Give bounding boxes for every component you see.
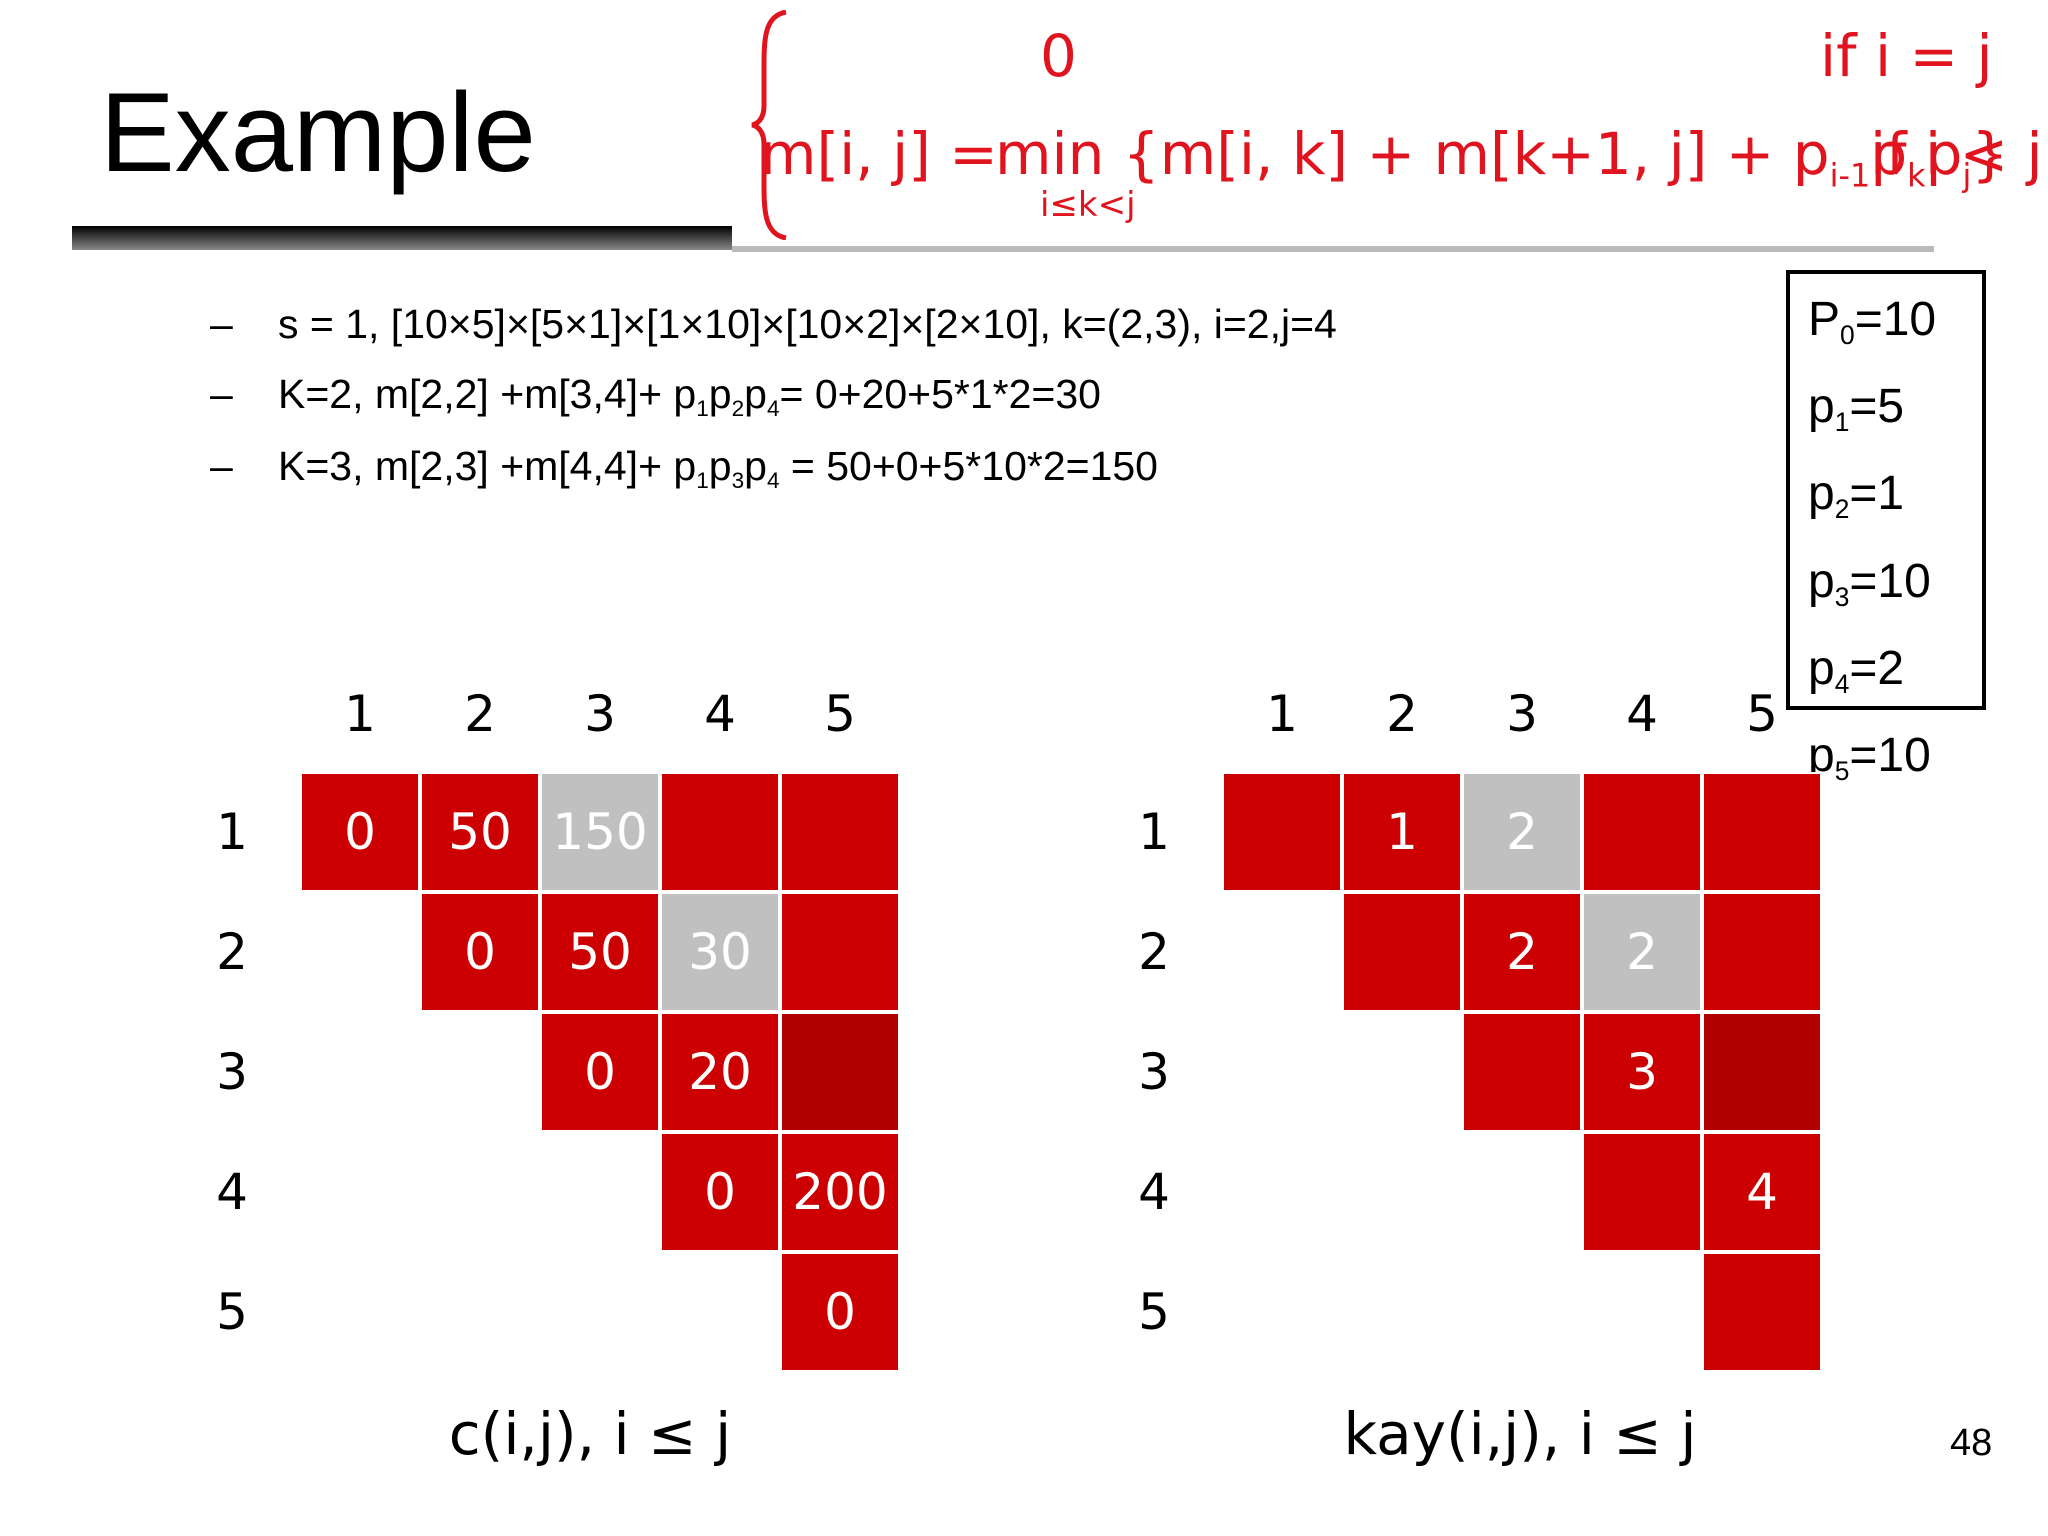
- kay-cell: 2: [1582, 892, 1702, 1012]
- kay-cell: [1702, 1012, 1822, 1132]
- kay-cell: [1702, 772, 1822, 892]
- kay-cell: 2: [1462, 772, 1582, 892]
- case2-range: i≤k<j: [1040, 185, 1136, 225]
- page-number: 48: [1950, 1422, 1993, 1464]
- kay-row-header: 4: [1138, 1163, 1170, 1221]
- cost-cell: [780, 892, 900, 1012]
- cost-cell: 0: [660, 1132, 780, 1252]
- kay-cell: [1582, 1132, 1702, 1252]
- cost-cell: 50: [420, 772, 540, 892]
- cost-cell: 50: [540, 892, 660, 1012]
- case2-condition: if i < j: [1870, 120, 2043, 188]
- cost-row-header: 2: [216, 923, 248, 981]
- kay-cell: 4: [1702, 1132, 1822, 1252]
- p-value-line: p2=1: [1808, 467, 1905, 525]
- kay-cell: [1462, 1012, 1582, 1132]
- slide-title: Example: [100, 70, 536, 195]
- p-value-line: p1=5: [1808, 380, 1905, 438]
- kay-col-header: 3: [1506, 685, 1538, 743]
- bullet-text: K=2, m[2,2] +m[3,4]+ p1p2p4= 0+20+5*1*2=…: [278, 371, 1101, 421]
- cost-col-header: 3: [584, 685, 616, 743]
- cost-col-header: 5: [824, 685, 856, 743]
- kay-col-header: 5: [1746, 685, 1778, 743]
- cost-col-header: 2: [464, 685, 496, 743]
- bullet-text: s = 1, [10×5]×[5×1]×[1×10]×[10×2]×[2×10]…: [278, 301, 1337, 347]
- title-divider: [72, 226, 1934, 252]
- formula-lhs: m[i, j] =: [760, 120, 998, 188]
- kay-cell: [1222, 772, 1342, 892]
- p-value-line: p3=10: [1808, 554, 1931, 612]
- cost-cell: 0: [300, 772, 420, 892]
- cost-cell: [780, 772, 900, 892]
- kay-row-header: 1: [1138, 803, 1170, 861]
- kay-col-header: 4: [1626, 685, 1658, 743]
- cost-col-header: 4: [704, 685, 736, 743]
- cost-row-header: 5: [216, 1283, 248, 1341]
- cost-cell: 20: [660, 1012, 780, 1132]
- kay-row-header: 5: [1138, 1283, 1170, 1341]
- left-brace-icon: [751, 9, 787, 241]
- kay-table-caption: kay(i,j), i ≤ j: [1343, 1400, 1697, 1468]
- recurrence-formula: m[i, j] = 0 if i = j min {m[i, k] + m[k+…: [750, 9, 2043, 250]
- cost-cell: [660, 772, 780, 892]
- p-value-line: P0=10: [1808, 293, 1937, 351]
- cost-row-header: 4: [216, 1163, 248, 1221]
- cost-cell: 150: [540, 772, 660, 892]
- bullet-text: K=3, m[2,3] +m[4,4]+ p1p3p4 = 50+0+5*10*…: [278, 443, 1158, 493]
- kay-cell: [1702, 892, 1822, 1012]
- kay-col-header: 1: [1266, 685, 1298, 743]
- kay-cell: 1: [1342, 772, 1462, 892]
- cost-cell: 30: [660, 892, 780, 1012]
- kay-col-header: 2: [1386, 685, 1418, 743]
- p-values-box: P0=10 p1=5 p2=1 p3=10 p4=2 p5=10: [1786, 270, 1986, 786]
- kay-cell: 2: [1462, 892, 1582, 1012]
- cost-cell: 0: [780, 1252, 900, 1372]
- cost-cell: 0: [540, 1012, 660, 1132]
- p-value-line: p5=10: [1808, 729, 1931, 787]
- cost-col-header: 1: [344, 685, 376, 743]
- cost-cell: 0: [420, 892, 540, 1012]
- case2-expression: min {m[i, k] + m[k+1, j] + pi-1pkpj}: [995, 120, 2009, 195]
- bullet-dash: –: [210, 371, 233, 417]
- kay-cell: [1702, 1252, 1822, 1372]
- bullet-dash: –: [210, 301, 233, 347]
- kay-cell: [1342, 892, 1462, 1012]
- bullet-dash: –: [210, 443, 233, 489]
- cost-row-header: 1: [216, 803, 248, 861]
- cost-table-caption: c(i,j), i ≤ j: [448, 1400, 732, 1468]
- kay-row-header: 3: [1138, 1043, 1170, 1101]
- cost-cell: [780, 1012, 900, 1132]
- cost-cell: 200: [780, 1132, 900, 1252]
- kay-cell: 3: [1582, 1012, 1702, 1132]
- case1-value: 0: [1040, 22, 1077, 90]
- cost-row-header: 3: [216, 1043, 248, 1101]
- kay-cell: [1582, 772, 1702, 892]
- p-value-line: p4=2: [1808, 641, 1905, 700]
- case1-condition: if i = j: [1820, 22, 1993, 90]
- kay-row-header: 2: [1138, 923, 1170, 981]
